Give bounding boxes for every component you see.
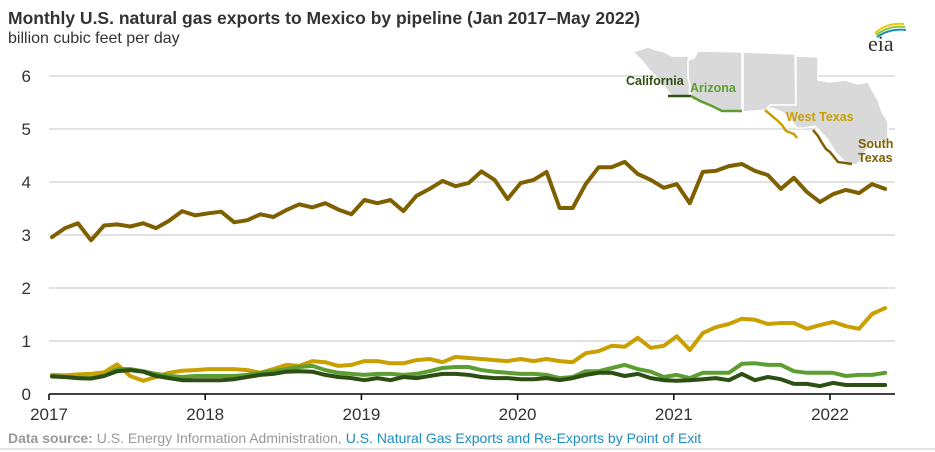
map-arizona-state xyxy=(687,50,743,113)
legend-map: California Arizona West Texas South Texa… xyxy=(626,46,893,166)
eia-logo-icon: eia xyxy=(868,22,907,56)
map-label-south-texas-line2: Texas xyxy=(858,151,893,165)
y-tick-label: 1 xyxy=(22,332,31,351)
map-label-west-texas: West Texas xyxy=(786,110,854,124)
map-new-mexico-state xyxy=(742,51,797,113)
series-line-west-texas xyxy=(50,306,888,383)
series-line-south-texas xyxy=(50,159,888,243)
y-tick-label: 6 xyxy=(22,67,31,86)
map-arizona-border xyxy=(690,94,742,113)
y-tick-label: 3 xyxy=(22,226,31,245)
y-tick-label: 0 xyxy=(22,385,31,404)
eia-logo-text: eia xyxy=(868,31,894,56)
chart-subtitle: billion cubic feet per day xyxy=(8,30,180,47)
map-label-arizona: Arizona xyxy=(690,81,737,95)
x-tick-label: 2017 xyxy=(30,405,68,424)
footer-divider xyxy=(0,448,935,450)
map-label-california: California xyxy=(626,74,685,88)
x-axis: 2017 2018 2019 2020 2021 2022 xyxy=(30,394,849,424)
gridlines xyxy=(49,75,895,342)
map-california-state xyxy=(631,46,691,98)
data-source-label: Data source: xyxy=(8,430,93,446)
x-tick-label: 2020 xyxy=(499,405,537,424)
map-west-texas-border xyxy=(764,109,798,139)
series-line-california xyxy=(50,368,888,389)
y-tick-label: 5 xyxy=(22,120,31,139)
series-line-arizona xyxy=(50,361,888,381)
x-tick-label: 2019 xyxy=(342,405,380,424)
map-label-south-texas-line1: South xyxy=(858,137,893,151)
x-tick-label: 2022 xyxy=(811,405,849,424)
x-tick-label: 2018 xyxy=(186,405,224,424)
y-tick-label: 4 xyxy=(22,173,31,192)
data-source-text: U.S. Energy Information Administration, xyxy=(92,430,346,446)
y-axis: 0 1 2 3 4 5 6 xyxy=(22,67,31,404)
chart-title: Monthly U.S. natural gas exports to Mexi… xyxy=(8,8,641,28)
data-source: Data source: U.S. Energy Information Adm… xyxy=(8,430,701,446)
data-source-link[interactable]: U.S. Natural Gas Exports and Re-Exports … xyxy=(345,430,702,446)
map-texas-state xyxy=(763,55,889,166)
map-south-texas-border xyxy=(812,129,853,166)
x-tick-label: 2021 xyxy=(655,405,693,424)
y-tick-label: 2 xyxy=(22,279,31,298)
series-lines xyxy=(50,159,888,389)
